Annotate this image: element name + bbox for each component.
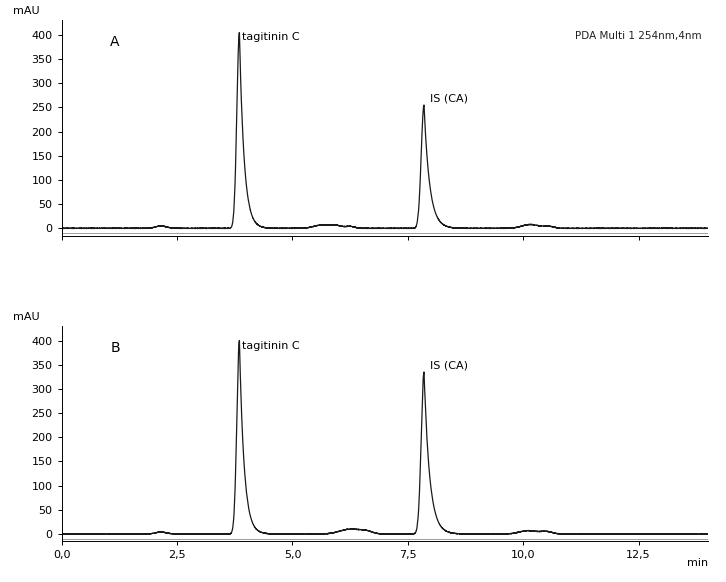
Text: mAU: mAU — [13, 6, 40, 16]
Text: IS (CA): IS (CA) — [430, 94, 468, 104]
Text: tagitinin C: tagitinin C — [242, 340, 299, 350]
Text: IS (CA): IS (CA) — [430, 360, 468, 371]
Text: A: A — [110, 36, 120, 49]
Text: min: min — [687, 559, 708, 569]
Text: PDA Multi 1 254nm,4nm: PDA Multi 1 254nm,4nm — [575, 31, 701, 41]
Text: B: B — [110, 341, 120, 355]
Text: mAU: mAU — [13, 312, 40, 322]
Text: tagitinin C: tagitinin C — [242, 33, 299, 42]
